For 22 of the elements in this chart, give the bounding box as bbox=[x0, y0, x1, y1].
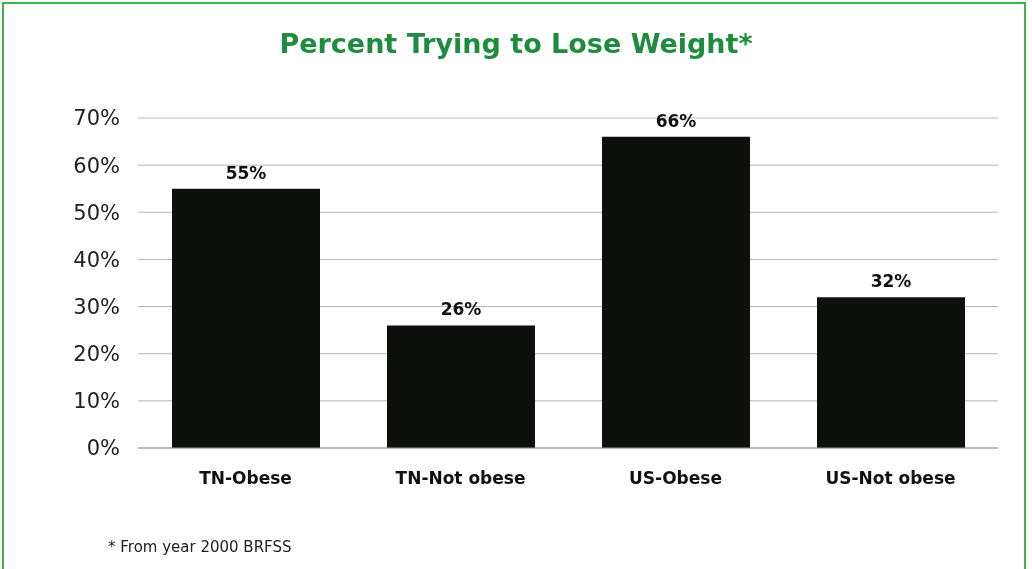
data-label: 55% bbox=[225, 162, 267, 183]
bar bbox=[817, 297, 965, 448]
y-tick-label: 60% bbox=[73, 153, 120, 178]
y-tick-label: 50% bbox=[73, 200, 120, 225]
bar bbox=[387, 325, 535, 448]
y-tick-label: 70% bbox=[73, 106, 120, 131]
y-tick-label: 40% bbox=[73, 247, 120, 272]
bar bbox=[602, 136, 750, 448]
data-label: 32% bbox=[870, 271, 912, 292]
data-label: 66% bbox=[655, 110, 697, 131]
y-tick-label: 0% bbox=[86, 436, 120, 461]
x-tick-label: TN-Not obese bbox=[395, 468, 526, 489]
y-tick-label: 10% bbox=[73, 389, 120, 414]
data-label: 26% bbox=[440, 299, 482, 320]
text: * From year 2000 BRFSS bbox=[108, 538, 292, 556]
x-tick-label: TN-Obese bbox=[199, 468, 292, 489]
chart-title: Percent Trying to Lose Weight* bbox=[278, 28, 754, 59]
x-tick-label: US-Obese bbox=[629, 468, 722, 489]
bar bbox=[172, 188, 320, 448]
y-tick-label: 20% bbox=[73, 342, 120, 367]
x-tick-label: US-Not obese bbox=[825, 468, 956, 489]
y-tick-label: 30% bbox=[73, 295, 120, 320]
